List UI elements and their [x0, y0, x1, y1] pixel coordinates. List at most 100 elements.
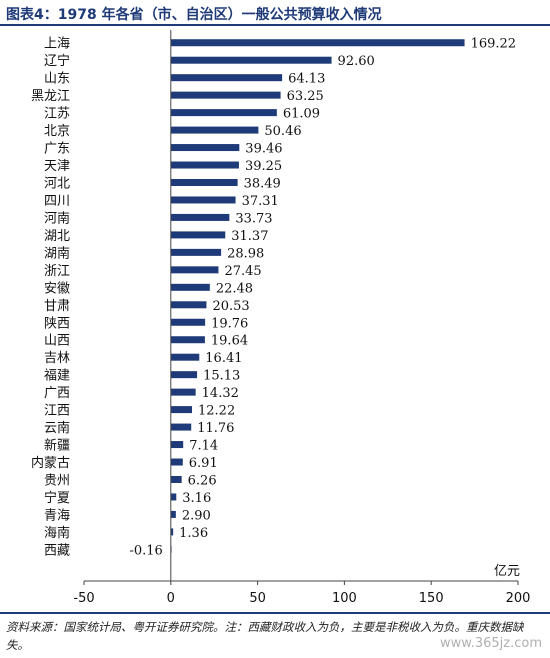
data-label: 22.48 [216, 281, 253, 296]
data-label: 19.76 [211, 316, 248, 331]
source-note: 资料来源：国家统计局、粤开证券研究院。注：西藏财政收入为负，主要是非税收入为负。… [6, 620, 524, 652]
category-label: 辽宁 [44, 53, 70, 69]
category-label: 山东 [44, 72, 70, 87]
data-label: 3.16 [182, 491, 211, 506]
bar [170, 493, 177, 501]
category-label: 新疆 [44, 438, 70, 454]
category-label: 山西 [44, 334, 70, 349]
footer-divider [0, 612, 550, 614]
bar-chart: 上海 169.22 辽宁 92.60 山东 64.13 黑龙江 63.25 江苏 61.09 北京 5… [31, 30, 531, 606]
category-label: 贵州 [44, 473, 70, 488]
category-label: 甘肃 [44, 299, 70, 314]
category-label: 云南 [44, 420, 70, 436]
x-tick-label: 200 [506, 591, 531, 606]
data-label: 38.49 [244, 176, 281, 191]
data-label: 6.91 [189, 456, 218, 471]
bar [170, 510, 176, 518]
bar [170, 371, 198, 379]
bar [170, 109, 277, 117]
bar [170, 423, 192, 431]
category-label: 上海 [44, 37, 70, 52]
bar [170, 388, 196, 396]
title-divider [0, 24, 550, 26]
category-label: 湖北 [44, 229, 70, 244]
bar [170, 91, 281, 99]
category-label: 内蒙古 [31, 455, 70, 471]
bar [170, 178, 238, 186]
bar [170, 475, 182, 483]
data-label: 14.32 [202, 386, 239, 401]
data-label: 50.46 [264, 124, 301, 139]
data-label: 27.45 [224, 264, 261, 279]
category-label: 黑龙江 [31, 89, 70, 104]
x-tick-label: -50 [73, 591, 94, 606]
x-tick-label: 100 [332, 591, 357, 606]
category-label: 陕西 [44, 316, 70, 331]
bar [170, 144, 240, 152]
data-label: 12.22 [198, 404, 235, 419]
bar [170, 196, 236, 204]
watermark: www.365jz.com [440, 636, 542, 651]
category-label: 安徽 [44, 281, 70, 296]
category-label: 宁夏 [44, 490, 70, 506]
data-label: 15.13 [203, 369, 240, 384]
data-label: 39.46 [245, 142, 282, 157]
bar [170, 39, 465, 47]
category-label: 西藏 [44, 543, 70, 558]
x-tick-label: 150 [419, 591, 444, 606]
data-label: 1.36 [179, 526, 208, 541]
data-label: 169.22 [471, 37, 517, 52]
data-label: 92.60 [338, 54, 375, 69]
category-label: 吉林 [44, 351, 70, 366]
data-label: 28.98 [227, 246, 264, 261]
bar [170, 458, 183, 466]
data-label: 11.76 [197, 421, 234, 436]
bar [170, 56, 332, 64]
bar [170, 336, 205, 344]
bar [170, 231, 226, 239]
data-label: -0.16 [129, 543, 162, 558]
category-label: 广东 [44, 142, 70, 157]
category-label: 广西 [44, 386, 70, 401]
chart-title: 图表4：1978 年各省（市、自治区）一般公共预算收入情况 [6, 7, 382, 23]
category-label: 河南 [44, 210, 70, 226]
bar [170, 161, 239, 169]
unit-label: 亿元 [494, 564, 520, 579]
bar [170, 406, 193, 414]
bar [170, 248, 222, 256]
category-label: 北京 [44, 124, 70, 139]
category-label: 河北 [44, 176, 70, 191]
category-label: 江苏 [44, 106, 70, 122]
bar [170, 266, 219, 274]
data-label: 63.25 [287, 89, 324, 104]
data-label: 6.26 [188, 473, 217, 488]
category-label: 浙江 [44, 264, 70, 279]
bar [170, 283, 210, 291]
data-label: 61.09 [283, 107, 320, 122]
data-label: 39.25 [245, 159, 282, 174]
data-label: 33.73 [235, 211, 272, 226]
category-label: 天津 [44, 159, 70, 174]
data-label: 19.64 [211, 334, 248, 349]
data-label: 20.53 [212, 299, 249, 314]
data-label: 16.41 [205, 351, 242, 366]
data-label: 64.13 [288, 72, 325, 87]
bar [170, 126, 259, 134]
x-tick-label: 0 [167, 591, 175, 606]
category-label: 湖南 [44, 245, 70, 261]
bar [170, 301, 207, 309]
bar [170, 353, 200, 361]
bar [170, 74, 283, 82]
bar [170, 213, 230, 221]
x-tick-label: 50 [249, 591, 266, 606]
category-label: 福建 [44, 369, 70, 384]
category-label: 海南 [44, 525, 70, 541]
data-label: 31.37 [231, 229, 268, 244]
bar [170, 528, 174, 536]
category-label: 四川 [44, 194, 70, 209]
bar [170, 441, 184, 449]
data-label: 7.14 [189, 439, 218, 454]
category-label: 青海 [44, 508, 70, 523]
bar [170, 318, 206, 326]
category-label: 江西 [44, 404, 70, 419]
